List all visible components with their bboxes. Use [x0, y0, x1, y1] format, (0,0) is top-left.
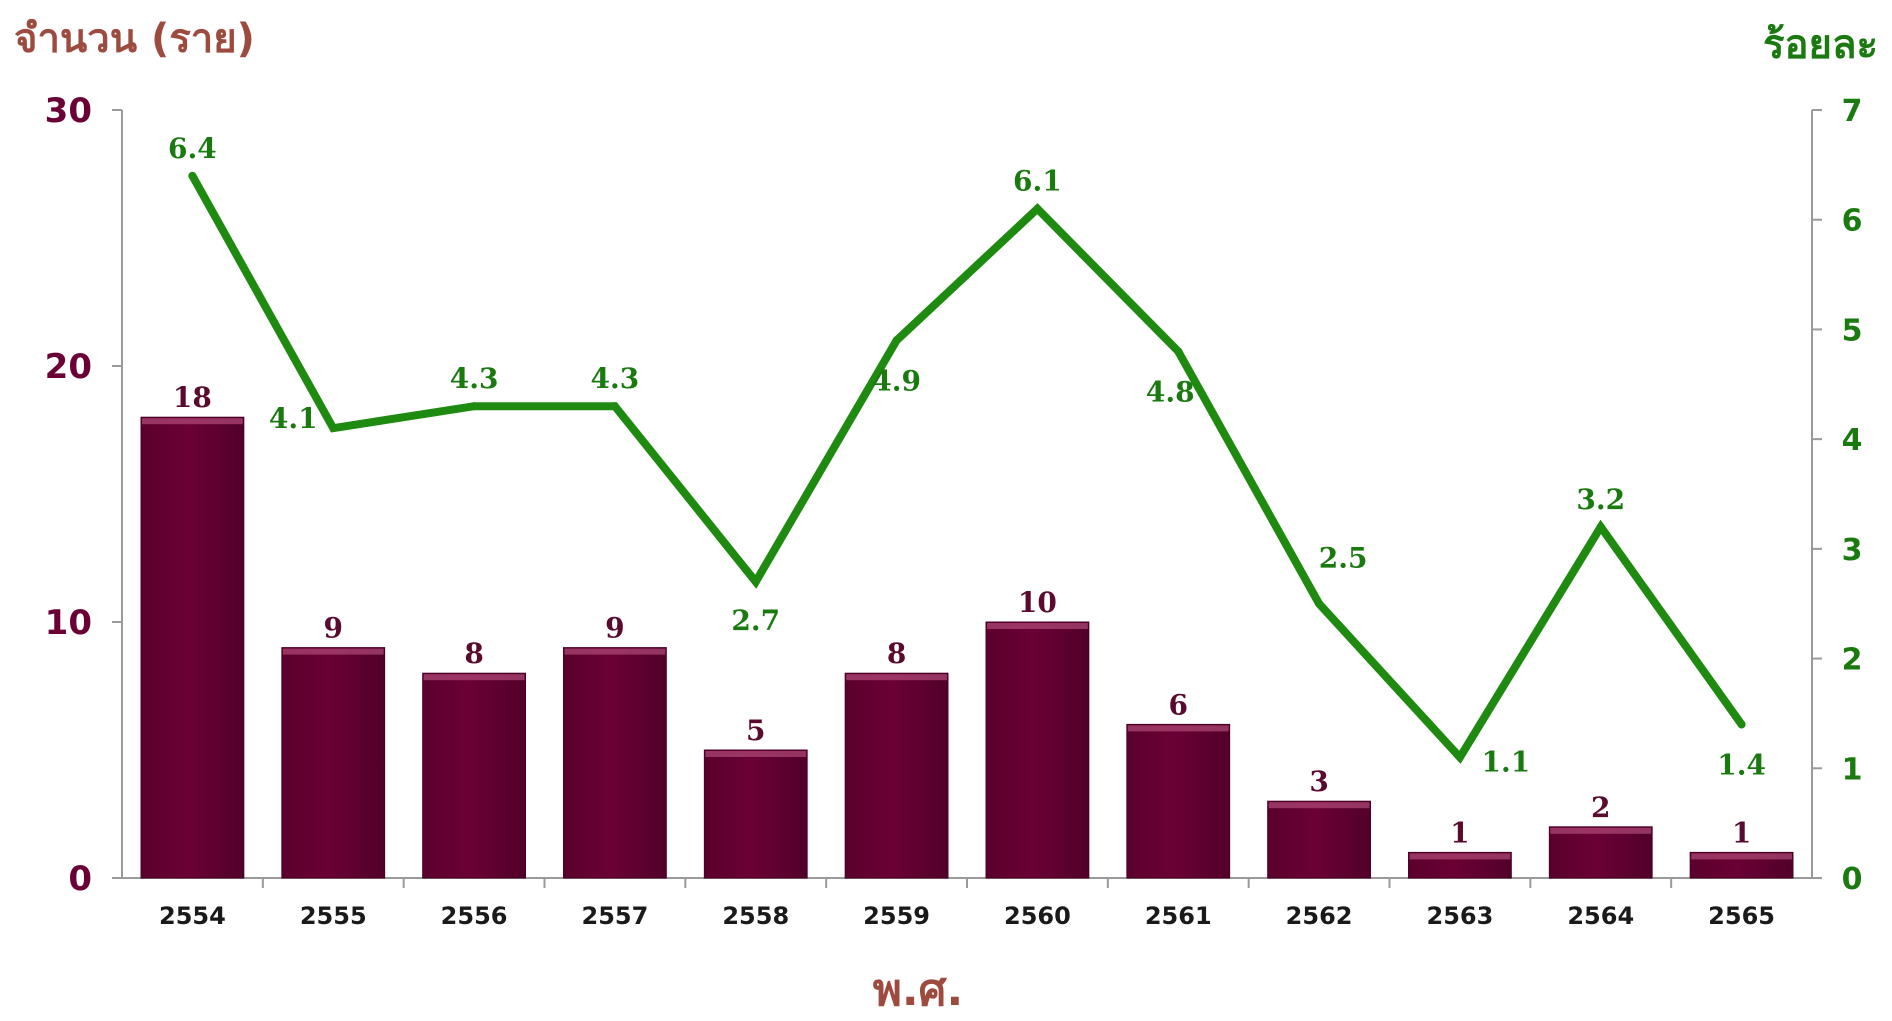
bar-highlight [142, 418, 243, 425]
line-value-label: 4.1 [269, 402, 318, 435]
bar-highlight [1550, 827, 1652, 834]
y-tick-label: 10 [45, 603, 92, 643]
bar [1126, 723, 1231, 879]
line-path [188, 171, 1746, 764]
y2-tick-label: 7 [1842, 94, 1863, 129]
bar [422, 672, 526, 879]
x-tick-label: 2555 [300, 902, 367, 930]
bar-highlight [564, 648, 666, 655]
x-tick-label: 2558 [722, 902, 789, 930]
bar-value-label: 8 [887, 637, 906, 670]
x-tick-label: 2562 [1286, 902, 1353, 930]
bar-value-label: 5 [746, 714, 765, 747]
line-point [470, 402, 479, 411]
bar-value-label: 1 [1450, 816, 1469, 849]
y2-tick-label: 6 [1842, 204, 1863, 239]
bar [563, 647, 667, 879]
x-tick-label: 2557 [582, 902, 649, 930]
line-value-label: 6.4 [168, 132, 217, 165]
bar [1267, 800, 1371, 879]
bar-value-label: 1 [1732, 816, 1751, 849]
line-value-label: 4.3 [591, 362, 640, 395]
y2-tick-label: 5 [1842, 313, 1863, 348]
line-value-label: 4.8 [1146, 375, 1195, 408]
line-value-label: 6.1 [1013, 165, 1062, 198]
y2-tick-label: 4 [1842, 423, 1863, 458]
bar [281, 647, 386, 879]
axes: 0 10 20 30 0 1 2 3 4 5 6 7 2554 2555 2556 2557 2558 2559 2… [45, 91, 1863, 930]
bar-highlight [1127, 725, 1229, 732]
bar [1548, 826, 1653, 879]
line-point [1737, 720, 1746, 729]
x-tick-label: 2560 [1004, 902, 1071, 930]
right-axis-title: ร้อยละ [1763, 22, 1878, 68]
line-value-label: 2.5 [1319, 542, 1368, 575]
line-value-label: 1.1 [1482, 745, 1531, 778]
x-tick-label: 2556 [441, 902, 508, 930]
bar-value-label: 3 [1309, 765, 1328, 798]
bar [140, 416, 245, 879]
line-value-label: 4.9 [872, 364, 921, 397]
bar-value-label: 2 [1591, 791, 1610, 824]
x-tick-label: 2564 [1567, 902, 1634, 930]
x-tick-label: 2565 [1708, 902, 1775, 930]
bar-value-label: 9 [324, 612, 343, 645]
line-point [329, 424, 338, 433]
line-point [188, 171, 197, 180]
y2-tick-label: 0 [1842, 862, 1863, 897]
x-tick-label: 2561 [1145, 902, 1212, 930]
line-point [751, 577, 760, 586]
bar-series: 18 9 8 9 5 8 10 6 3 1 2 1 [140, 381, 1794, 879]
x-tick-label: 2559 [863, 902, 930, 930]
line-point [1174, 347, 1183, 356]
bar-highlight [1691, 853, 1792, 860]
line-point [1033, 204, 1042, 213]
bar-highlight [846, 674, 947, 681]
x-axis-title: พ.ศ. [873, 965, 963, 1016]
y-tick-label: 20 [45, 347, 92, 387]
y2-tick-label: 2 [1842, 643, 1863, 678]
y-tick-label: 0 [68, 859, 92, 899]
x-tick-label: 2554 [159, 902, 226, 930]
bar-highlight [423, 674, 525, 681]
bar-value-label: 8 [464, 637, 483, 670]
bar [703, 749, 808, 879]
y-tick-label: 30 [45, 91, 92, 131]
bar [844, 672, 949, 879]
bar-highlight [987, 623, 1088, 629]
bar-highlight [705, 751, 807, 757]
bar-highlight [282, 648, 384, 655]
bar-value-label: 9 [605, 612, 624, 645]
bar-value-label: 6 [1169, 688, 1188, 721]
line-series: 6.4 4.1 4.3 4.3 2.7 4.9 6.1 4.8 2.5 1.1 3.2 1.4 [168, 132, 1766, 782]
x-tick-label: 2563 [1427, 902, 1494, 930]
line-point [1455, 753, 1464, 762]
line-value-label: 3.2 [1576, 483, 1625, 516]
line-value-label: 1.4 [1717, 748, 1766, 781]
bar-highlight [1268, 802, 1370, 809]
line-point [610, 402, 619, 411]
bar-value-label: 10 [1018, 586, 1057, 619]
line-point [892, 336, 901, 345]
bar [985, 621, 1090, 879]
line-value-label: 2.7 [731, 604, 780, 637]
bar-highlight [1409, 853, 1511, 860]
bar-value-label: 18 [173, 381, 212, 414]
y2-tick-label: 3 [1842, 533, 1863, 568]
line-point [1596, 522, 1605, 531]
line-value-label: 4.3 [450, 362, 499, 395]
line-point [1315, 599, 1324, 608]
left-axis-title: จำนวน (ราย) [14, 16, 255, 62]
y2-tick-label: 1 [1842, 752, 1863, 787]
